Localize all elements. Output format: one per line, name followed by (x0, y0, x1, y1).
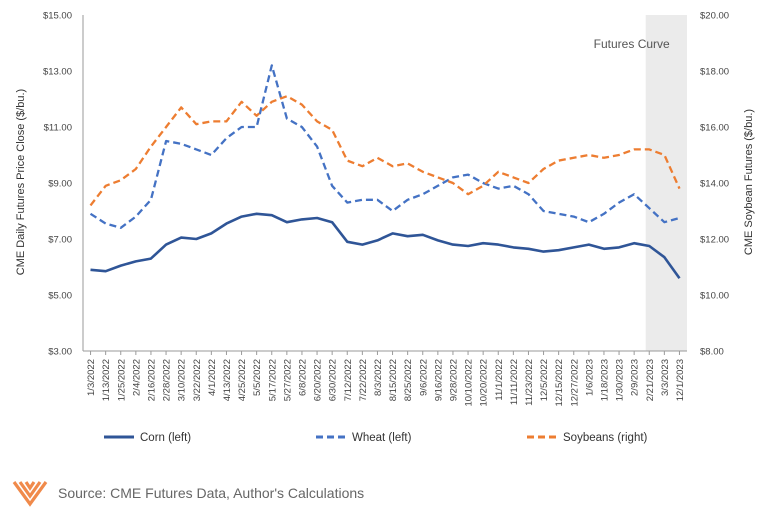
series-line-soybeans (89, 95, 681, 207)
series-line-corn (90, 212, 681, 279)
x-tick-label: 10/20/2022 (479, 359, 490, 407)
x-tick-label: 2/21/2023 (645, 359, 656, 401)
left-tick-label: $9.00 (48, 179, 72, 190)
legend-label: Soybeans (right) (563, 432, 648, 444)
x-tick-label: 5/17/2022 (267, 359, 278, 401)
left-axis-title: CME Daily Futures Price Close ($/bu.) (15, 89, 27, 275)
x-tick-label: 3/10/2022 (177, 359, 188, 401)
x-tick-label: 4/25/2022 (237, 359, 248, 401)
x-tick-label: 12/27/2022 (569, 359, 580, 407)
left-tick-label: $15.00 (43, 11, 72, 22)
right-tick-label: $16.00 (700, 123, 729, 134)
left-tick-label: $7.00 (48, 235, 72, 246)
x-tick-label: 6/8/2022 (297, 359, 308, 396)
x-tick-label: 1/3/2022 (86, 359, 97, 396)
x-tick-label: 5/27/2022 (282, 359, 293, 401)
x-tick-label: 6/30/2022 (328, 359, 339, 401)
right-tick-label: $10.00 (700, 291, 729, 302)
futures-curve-region (645, 15, 687, 351)
legend-label: Wheat (left) (352, 432, 412, 444)
logo-icon (12, 481, 48, 507)
left-tick-label: $3.00 (48, 347, 72, 358)
right-tick-label: $14.00 (700, 179, 729, 190)
legend: Corn (left) Wheat (left) Soybeans (right) (104, 432, 648, 444)
x-tick-label: 11/11/2022 (509, 359, 520, 405)
x-tick-label: 3/22/2022 (192, 359, 203, 401)
x-tick-label: 10/10/2022 (464, 359, 475, 407)
x-tick-label: 1/30/2023 (615, 359, 626, 401)
right-tick-label: $20.00 (700, 11, 729, 22)
series-line-wheat (89, 64, 680, 229)
right-axis-ticks: $8.00 $10.00 $12.00 $14.00 $16.00 $18.00 $20.0… (700, 11, 729, 358)
right-axis-title: CME Soybean Futures ($/bu.) (743, 109, 755, 255)
x-tick-label: 9/6/2022 (418, 359, 429, 396)
x-tick-label: 7/12/2022 (343, 359, 354, 401)
x-tick-label: 3/3/2023 (660, 359, 671, 396)
x-tick-label: 2/16/2022 (146, 359, 157, 401)
x-tick-label: 1/25/2022 (116, 359, 127, 401)
source-line: Source: CME Futures Data, Author's Calcu… (12, 478, 364, 508)
x-tick-label: 1/18/2023 (599, 359, 610, 401)
left-tick-label: $5.00 (48, 291, 72, 302)
x-tick-label: 9/28/2022 (448, 359, 459, 401)
right-tick-label: $8.00 (700, 347, 724, 358)
x-tick-label: 11/1/2022 (494, 359, 505, 401)
x-tick-label: 9/16/2022 (433, 359, 444, 401)
x-tick-label: 2/4/2022 (131, 359, 142, 396)
x-tick-label: 1/13/2022 (101, 359, 112, 401)
x-tick-label: 5/5/2022 (252, 359, 263, 396)
x-tick-label: 6/20/2022 (313, 359, 324, 401)
x-tick-label: 8/3/2022 (373, 359, 384, 396)
left-tick-label: $13.00 (43, 67, 72, 78)
x-tick-label: 8/15/2022 (388, 359, 399, 401)
x-tick-label: 1/6/2023 (584, 359, 595, 396)
right-tick-label: $12.00 (700, 235, 729, 246)
x-tick-label: 12/1/2023 (675, 359, 686, 401)
x-tick-label: 11/23/2022 (524, 359, 535, 406)
x-tick-label: 12/15/2022 (554, 359, 565, 407)
x-tick-label: 4/13/2022 (222, 359, 233, 401)
source-text: Source: CME Futures Data, Author's Calcu… (58, 485, 365, 501)
left-tick-label: $11.00 (44, 123, 72, 134)
left-axis-ticks: $3.00 $5.00 $7.00 $9.00 $11.00 $13.00 $15.00 (43, 11, 72, 358)
legend-label: Corn (left) (140, 432, 191, 444)
x-tick-label: 12/5/2022 (539, 359, 550, 401)
x-tick-label: 4/1/2022 (207, 359, 218, 396)
series-layer (89, 64, 681, 279)
x-tick-label: 2/9/2023 (630, 359, 641, 396)
futures-curve-label: Futures Curve (594, 37, 670, 51)
x-tick-label: 8/25/2022 (403, 359, 414, 401)
x-axis-ticks: 1/3/2022 1/13/2022 1/25/2022 2/4/2022 2/16/2… (86, 351, 686, 407)
right-tick-label: $18.00 (700, 67, 729, 78)
x-tick-label: 7/22/2022 (358, 359, 369, 401)
x-tick-label: 2/28/2022 (162, 359, 173, 401)
